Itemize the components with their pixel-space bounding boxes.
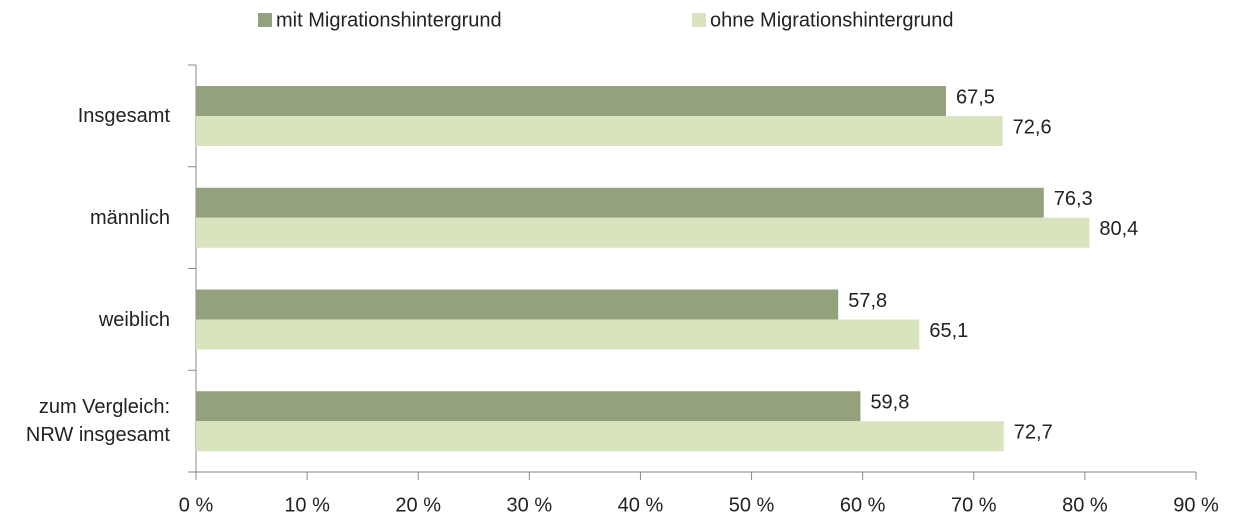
bar: [196, 421, 1004, 452]
x-tick-label: 40 %: [618, 494, 664, 516]
x-tick-label: 30 %: [507, 494, 553, 516]
bar: [196, 319, 920, 350]
data-label: 72,6: [1013, 116, 1052, 138]
y-tick-label: zum Vergleich: NRW insgesamt: [25, 396, 170, 447]
legend-swatch: [692, 13, 706, 27]
y-tick-label: männlich: [89, 206, 170, 229]
bar: [196, 187, 1044, 218]
legend-label: ohne Migrationshintergrund: [710, 9, 954, 31]
x-tick-label: 60 %: [840, 494, 886, 516]
x-tick-label: 80 %: [1062, 494, 1108, 516]
legend-swatch: [258, 13, 272, 27]
bar: [196, 391, 861, 422]
x-tick-label: 90 %: [1173, 494, 1219, 516]
y-tick-label: weiblich: [98, 308, 170, 331]
data-label: 76,3: [1054, 188, 1093, 210]
bar: [196, 289, 839, 320]
x-tick-label: 20 %: [395, 494, 441, 516]
y-tick-label: Insgesamt: [77, 105, 170, 127]
bar: [196, 116, 1003, 146]
data-label: 59,8: [870, 392, 909, 414]
x-tick-label: 10 %: [284, 494, 330, 516]
x-tick-label: 50 %: [729, 494, 775, 516]
x-tick-label: 0 %: [179, 494, 214, 516]
bar: [196, 86, 946, 116]
data-label: 57,8: [848, 290, 887, 312]
data-label: 80,4: [1099, 218, 1138, 240]
bar: [196, 217, 1090, 248]
x-tick-label: 70 %: [951, 494, 997, 516]
data-label: 65,1: [929, 320, 968, 342]
data-label: 67,5: [956, 86, 995, 108]
legend-label: mit Migrationshintergrund: [276, 9, 502, 31]
data-label: 72,7: [1014, 422, 1053, 444]
